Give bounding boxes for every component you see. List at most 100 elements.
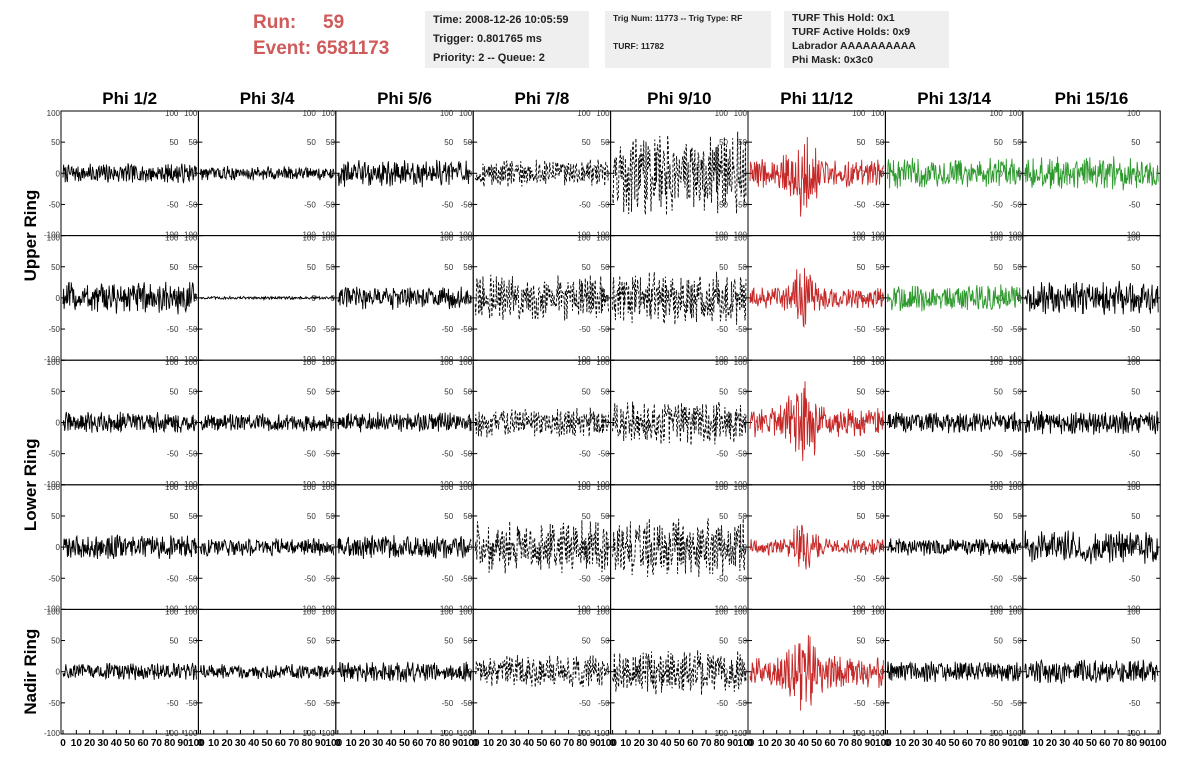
x-tick-label: 90	[727, 738, 739, 749]
y-tick-label: -50	[186, 325, 198, 334]
y-tick-label: 50	[1013, 512, 1022, 521]
y-tick-label: 50	[169, 512, 178, 521]
y-tick-label: 0	[743, 169, 748, 178]
y-tick-label: 100	[165, 234, 179, 243]
event-value: 6581173	[316, 38, 390, 59]
y-tick-label: -50	[873, 325, 885, 334]
y-tick-label: 100	[577, 483, 591, 492]
y-tick-label: 0	[743, 294, 748, 303]
y-tick-label: 0	[724, 419, 729, 428]
y-tick-label: -50	[442, 325, 454, 334]
y-tick-label: 100	[302, 607, 316, 616]
x-tick-label: 90	[315, 738, 327, 749]
x-tick-label: 30	[647, 738, 659, 749]
y-tick-label: -50	[716, 699, 728, 708]
y-tick-label: -50	[735, 450, 747, 459]
waveform-trace	[337, 286, 472, 310]
x-tick-label: 50	[674, 738, 686, 749]
y-tick-label: -50	[991, 450, 1003, 459]
y-tick-label: 0	[880, 169, 885, 178]
y-tick-label: 100	[459, 358, 473, 367]
y-tick-label: 0	[861, 543, 866, 552]
y-tick-label: 100	[440, 607, 454, 616]
y-tick-label: 100	[321, 234, 335, 243]
x-tick-label: 100	[1012, 738, 1029, 749]
y-tick-label: -100	[300, 729, 317, 738]
y-tick-label: 100	[321, 483, 335, 492]
y-tick-label: 50	[994, 138, 1003, 147]
x-tick-label: 50	[1086, 738, 1098, 749]
y-tick-label: -50	[1010, 200, 1022, 209]
y-tick-label: -100	[1006, 729, 1023, 738]
y-tick-label: 100	[734, 483, 748, 492]
y-tick-label: -100	[437, 729, 454, 738]
run-label: Run:	[253, 12, 297, 33]
waveform-trace	[1024, 156, 1159, 191]
y-tick-label: -100	[44, 355, 61, 364]
y-tick-label: 100	[47, 234, 61, 243]
y-tick-label: -50	[1129, 574, 1141, 583]
y-tick-label: 0	[56, 419, 61, 428]
y-tick-label: 0	[449, 543, 454, 552]
y-tick-label: -50	[854, 699, 866, 708]
labrador-text: Labrador AAAAAAAAAA	[792, 40, 916, 52]
y-tick-label: 0	[193, 294, 198, 303]
x-tick-label: 20	[771, 738, 783, 749]
y-tick-label: -100	[162, 729, 179, 738]
y-tick-label: 100	[715, 607, 729, 616]
y-tick-label: -50	[304, 325, 316, 334]
y-tick-label: 100	[715, 109, 729, 118]
waveform-trace	[337, 535, 472, 560]
column-header: Phi 15/16	[1055, 89, 1129, 108]
y-tick-label: -50	[579, 200, 591, 209]
y-tick-label: 100	[1127, 483, 1141, 492]
y-tick-label: 0	[193, 169, 198, 178]
x-tick-label: 40	[248, 738, 260, 749]
y-tick-label: 0	[1136, 668, 1141, 677]
waveform-trace	[886, 284, 1022, 312]
y-tick-label: 100	[715, 483, 729, 492]
y-tick-label: -50	[1129, 450, 1141, 459]
x-tick-label: 70	[151, 738, 163, 749]
y-tick-label: -50	[735, 574, 747, 583]
x-tick-label: 70	[288, 738, 300, 749]
y-tick-label: -100	[181, 729, 198, 738]
y-tick-label: -50	[167, 574, 179, 583]
y-tick-label: -50	[167, 325, 179, 334]
x-tick-label: 90	[1139, 738, 1151, 749]
y-tick-label: -50	[991, 200, 1003, 209]
y-tick-label: 50	[994, 387, 1003, 396]
x-tick-label: 100	[1150, 738, 1167, 749]
y-tick-label: -50	[442, 450, 454, 459]
x-tick-label: 40	[1073, 738, 1085, 749]
waveform-trace	[749, 381, 884, 462]
x-tick-label: 50	[811, 738, 823, 749]
y-tick-label: 100	[165, 483, 179, 492]
x-tick-label: 60	[275, 738, 287, 749]
y-tick-label: -50	[323, 699, 335, 708]
x-tick-label: 60	[962, 738, 974, 749]
x-tick-label: 40	[386, 738, 398, 749]
y-tick-label: 100	[989, 109, 1003, 118]
y-tick-label: 50	[875, 637, 884, 646]
y-tick-label: 50	[51, 263, 60, 272]
turf-active-text: TURF Active Holds: 0x9	[792, 26, 911, 38]
y-tick-label: 50	[856, 387, 865, 396]
y-tick-label: -50	[716, 325, 728, 334]
x-tick-label: 40	[660, 738, 672, 749]
y-tick-label: 100	[577, 358, 591, 367]
x-tick-label: 0	[198, 738, 204, 749]
x-tick-label: 0	[335, 738, 341, 749]
x-tick-label: 60	[137, 738, 149, 749]
y-tick-label: 50	[582, 637, 591, 646]
trig-num-text: Trig Num: 11773 -- Trig Type: RF	[613, 13, 743, 23]
waveform-trace	[337, 159, 472, 188]
waveform-trace	[1024, 530, 1159, 565]
y-tick-label: 100	[321, 607, 335, 616]
y-tick-label: 100	[302, 234, 316, 243]
x-tick-label: 20	[496, 738, 508, 749]
y-tick-label: 100	[321, 109, 335, 118]
x-tick-label: 40	[935, 738, 947, 749]
y-tick-label: 100	[459, 483, 473, 492]
y-tick-label: -50	[186, 450, 198, 459]
